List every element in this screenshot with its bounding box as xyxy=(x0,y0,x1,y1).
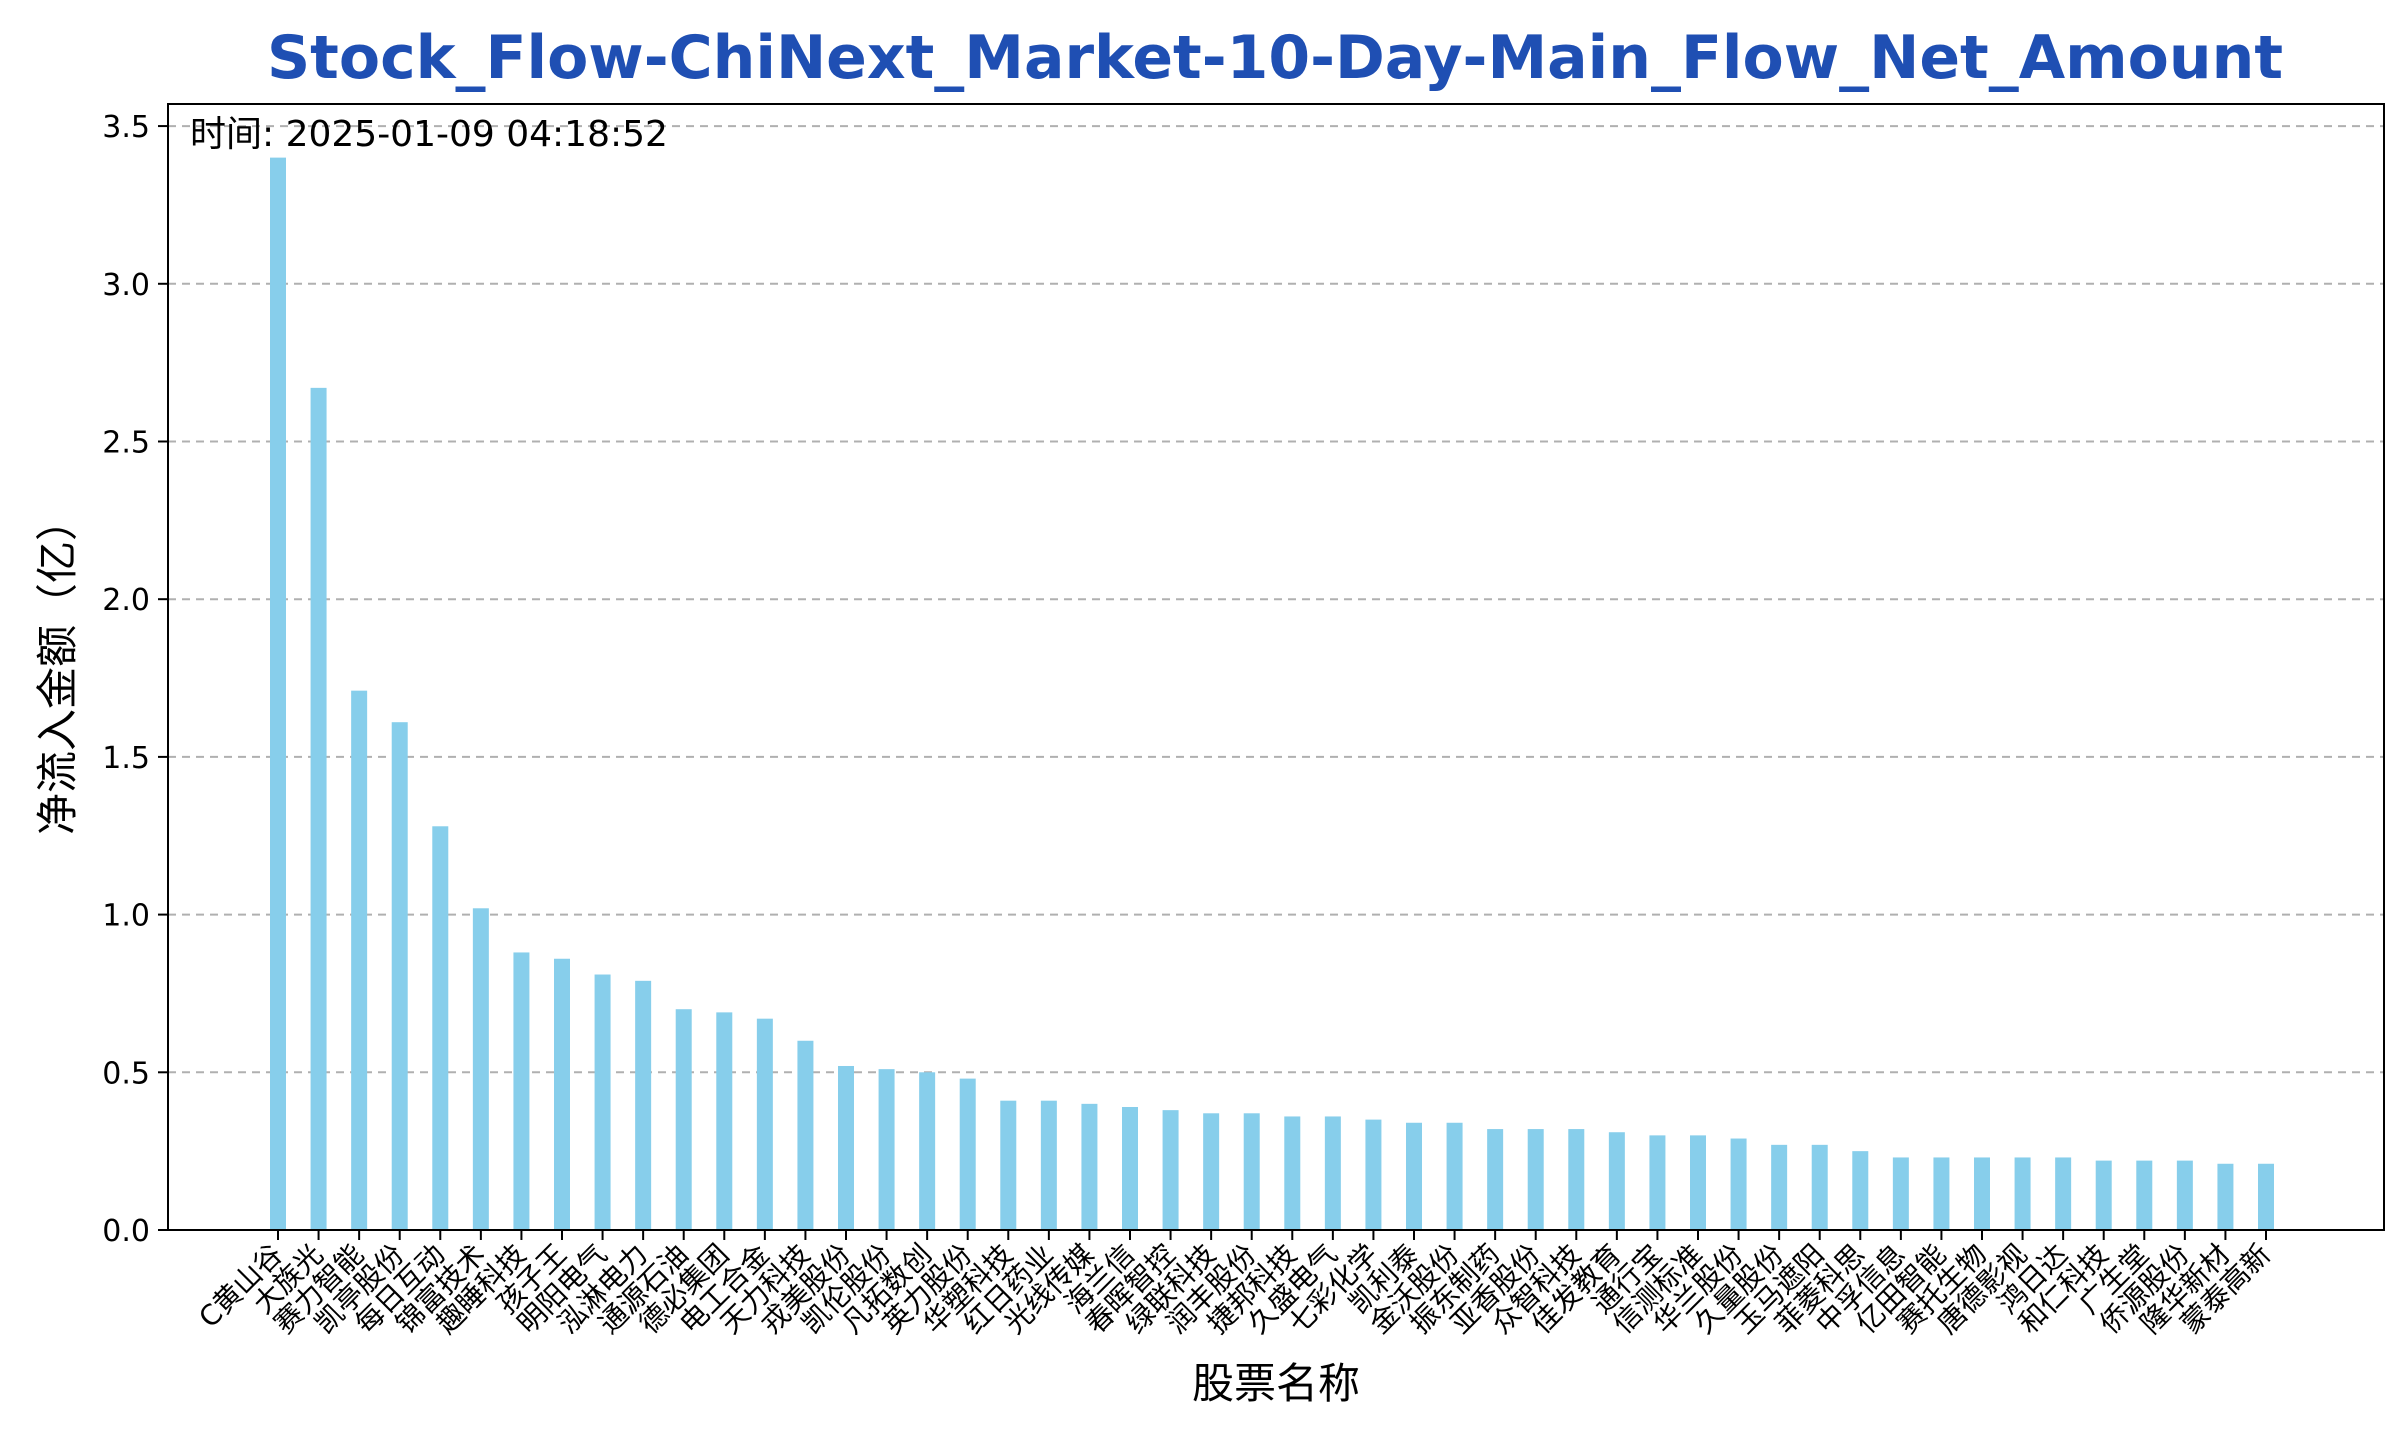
y-axis-label: 净流入金额（亿） xyxy=(33,499,82,835)
bar xyxy=(472,908,489,1230)
bar xyxy=(1892,1157,1909,1230)
y-tick-label: 2.5 xyxy=(102,425,150,460)
chart-title: Stock_Flow-ChiNext_Market-10-Day-Main_Fl… xyxy=(267,23,2283,93)
bar xyxy=(351,690,368,1230)
bar xyxy=(1487,1129,1504,1230)
bar xyxy=(1771,1144,1788,1230)
bar xyxy=(2055,1157,2072,1230)
bar xyxy=(391,722,408,1230)
bar xyxy=(270,157,286,1231)
bar xyxy=(797,1040,814,1230)
bar xyxy=(2095,1160,2112,1230)
bar xyxy=(594,974,611,1230)
bar xyxy=(959,1078,976,1230)
bar xyxy=(635,980,652,1230)
bar xyxy=(1000,1100,1017,1230)
y-tick-label: 1.0 xyxy=(102,899,150,934)
bar xyxy=(1811,1144,1828,1230)
bar xyxy=(675,1009,692,1230)
bar xyxy=(1852,1151,1869,1230)
y-tick-label: 0.0 xyxy=(102,1214,150,1249)
bar xyxy=(1527,1129,1544,1230)
bar xyxy=(1690,1135,1706,1230)
bar xyxy=(1081,1103,1098,1230)
bar xyxy=(310,387,327,1230)
bar xyxy=(1284,1116,1301,1230)
bar xyxy=(2176,1160,2193,1230)
y-tick-label: 0.5 xyxy=(102,1056,150,1091)
bar xyxy=(1649,1135,1666,1230)
bar xyxy=(1365,1119,1382,1230)
bar xyxy=(1243,1113,1260,1230)
bar xyxy=(1122,1106,1138,1230)
bar xyxy=(1933,1157,1950,1230)
bar xyxy=(919,1072,936,1230)
bar xyxy=(838,1065,854,1230)
bar xyxy=(2136,1160,2153,1230)
bar xyxy=(1162,1110,1179,1230)
bar xyxy=(1974,1157,1990,1230)
y-tick-label: 3.5 xyxy=(102,110,150,145)
bars xyxy=(270,157,2274,1231)
y-tick-label: 3.0 xyxy=(102,268,150,303)
bar xyxy=(2014,1157,2031,1230)
bar xyxy=(1568,1129,1585,1230)
bar xyxy=(2258,1163,2274,1230)
bar xyxy=(554,958,570,1230)
bar xyxy=(878,1069,895,1230)
bar xyxy=(513,952,530,1230)
x-axis-label: 股票名称 xyxy=(1192,1359,1360,1408)
bar xyxy=(1446,1122,1463,1230)
timestamp-annotation: 时间: 2025-01-09 04:18:52 xyxy=(190,114,668,155)
bar xyxy=(2217,1163,2234,1230)
bar xyxy=(1406,1122,1422,1230)
bar xyxy=(432,826,449,1230)
y-tick-label: 1.5 xyxy=(102,741,150,776)
bar xyxy=(716,1012,733,1230)
bar xyxy=(1324,1116,1341,1230)
bar xyxy=(1203,1113,1220,1230)
y-tick-label: 2.0 xyxy=(102,583,150,618)
y-axis-ticks: 0.0 0.5 1.0 1.5 2.0 2.5 3.0 3.5 xyxy=(102,110,168,1249)
bar xyxy=(1040,1100,1057,1230)
bar xyxy=(1730,1138,1747,1230)
plot-frame xyxy=(167,103,2385,1231)
bar xyxy=(756,1018,773,1230)
bar xyxy=(1608,1132,1625,1230)
